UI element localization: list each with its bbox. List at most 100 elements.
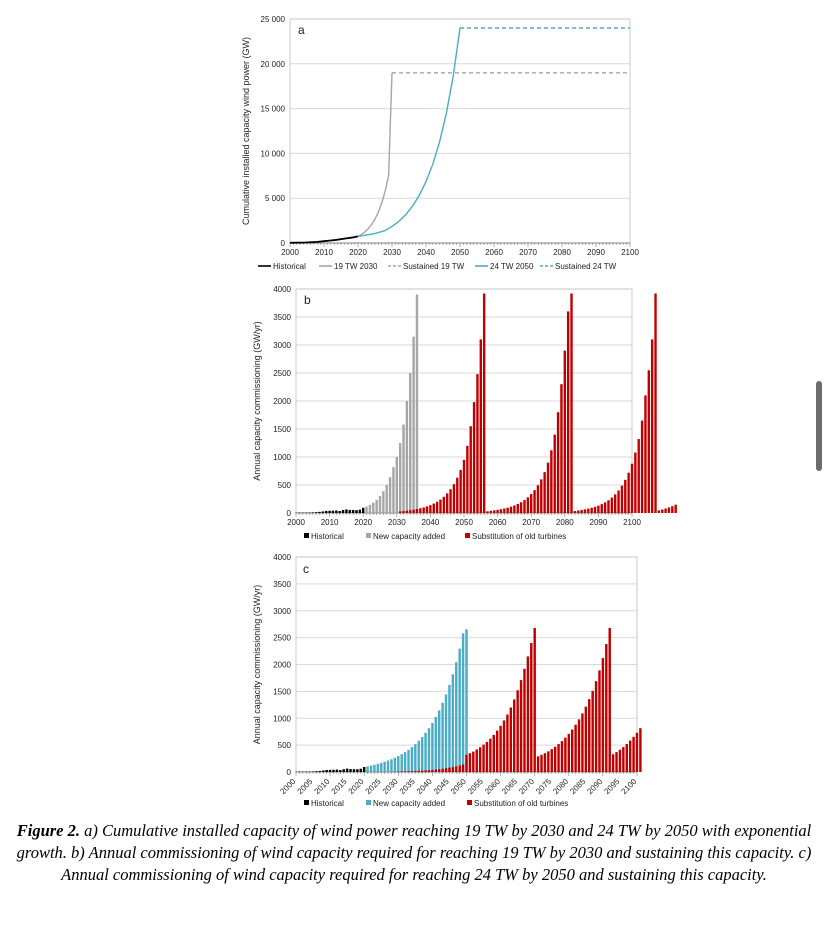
bar-substitution-of-old-turbines bbox=[543, 472, 546, 513]
bar-substitution-of-old-turbines bbox=[536, 756, 540, 772]
panel-letter: a bbox=[298, 23, 305, 37]
bar-historical bbox=[345, 509, 348, 513]
x-tick-label: 2090 bbox=[585, 777, 604, 796]
bar-substitution-of-old-turbines bbox=[622, 747, 625, 772]
bar-substitution-of-old-turbines bbox=[610, 497, 614, 513]
bar-substitution-of-old-turbines bbox=[644, 395, 647, 513]
x-tick-label: 2070 bbox=[517, 777, 536, 796]
bar-new-capacity-added bbox=[393, 757, 397, 772]
scrollbar-thumb[interactable] bbox=[816, 381, 822, 471]
bar-substitution-of-old-turbines bbox=[468, 753, 472, 772]
legend-swatch bbox=[366, 533, 371, 538]
bar-substitution-of-old-turbines bbox=[461, 764, 465, 772]
bar-substitution-of-old-turbines bbox=[452, 484, 456, 513]
legend-swatch bbox=[465, 533, 470, 538]
bar-substitution-of-old-turbines bbox=[472, 402, 476, 513]
bar-substitution-of-old-turbines bbox=[635, 732, 639, 772]
series-line-19-tw-2030 bbox=[357, 72, 393, 238]
bar-substitution-of-old-turbines bbox=[671, 506, 674, 513]
bar-substitution-of-old-turbines bbox=[661, 509, 664, 513]
x-tick-label: 2020 bbox=[347, 777, 366, 796]
x-tick-label: 2010 bbox=[315, 248, 333, 257]
bar-new-capacity-added bbox=[455, 662, 458, 772]
bar-substitution-of-old-turbines bbox=[536, 485, 540, 513]
chart-panel-a: 0 5 000 10 000 15 000 20 000 25 000 2000 2010 20… bbox=[241, 15, 639, 271]
x-tick-label: 2090 bbox=[587, 248, 605, 257]
bar-substitution-of-old-turbines bbox=[587, 508, 590, 513]
x-tick-label: 2005 bbox=[296, 777, 315, 796]
bar-historical bbox=[351, 510, 355, 513]
y-tick-label: 2000 bbox=[273, 397, 291, 406]
bar-historical bbox=[322, 770, 325, 772]
bar-substitution-of-old-turbines bbox=[425, 506, 429, 513]
bar-substitution-of-old-turbines bbox=[674, 504, 677, 513]
bar-new-capacity-added bbox=[392, 467, 395, 513]
bar-substitution-of-old-turbines bbox=[533, 490, 536, 513]
y-tick-label: 5 000 bbox=[265, 194, 286, 203]
bar-substitution-of-old-turbines bbox=[446, 493, 449, 513]
bar-new-capacity-added bbox=[378, 495, 382, 513]
series-line-historical bbox=[289, 235, 359, 244]
bar-substitution-of-old-turbines bbox=[614, 494, 617, 513]
bar-substitution-of-old-turbines bbox=[591, 690, 594, 772]
bar-substitution-of-old-turbines bbox=[435, 501, 439, 513]
bar-substitution-of-old-turbines bbox=[493, 510, 496, 513]
bar-substitution-of-old-turbines bbox=[560, 384, 563, 513]
bar-substitution-of-old-turbines bbox=[547, 751, 550, 772]
bar-historical bbox=[338, 510, 341, 513]
bar-new-capacity-added bbox=[444, 694, 448, 772]
bar-substitution-of-old-turbines bbox=[588, 699, 591, 772]
bar-substitution-of-old-turbines bbox=[594, 681, 598, 772]
x-tick-label: 2010 bbox=[313, 777, 332, 796]
bar-substitution-of-old-turbines bbox=[459, 469, 462, 513]
bar-substitution-of-old-turbines bbox=[519, 680, 523, 772]
bar-substitution-of-old-turbines bbox=[570, 293, 573, 513]
bar-new-capacity-added bbox=[458, 648, 461, 772]
bar-substitution-of-old-turbines bbox=[485, 741, 489, 772]
x-tick-label: 2040 bbox=[422, 518, 440, 527]
bar-substitution-of-old-turbines bbox=[618, 749, 622, 772]
x-tick-label: 2025 bbox=[364, 777, 383, 796]
y-tick-label: 4000 bbox=[273, 553, 291, 562]
bar-substitution-of-old-turbines bbox=[506, 714, 509, 772]
bar-substitution-of-old-turbines bbox=[637, 439, 640, 513]
chart-panel-c: 0500100015002000250030003500400020002005… bbox=[252, 553, 642, 808]
y-tick-label: 500 bbox=[278, 481, 292, 490]
x-tick-label: 2035 bbox=[398, 777, 417, 796]
bar-historical bbox=[335, 510, 338, 513]
x-tick-label: 2015 bbox=[330, 777, 349, 796]
x-tick-label: 2095 bbox=[602, 777, 621, 796]
bar-substitution-of-old-turbines bbox=[611, 754, 615, 772]
bar-substitution-of-old-turbines bbox=[448, 767, 451, 772]
x-tick-label: 2045 bbox=[432, 777, 451, 796]
bar-historical bbox=[331, 510, 335, 513]
bar-new-capacity-added bbox=[412, 336, 415, 513]
legend-label: New capacity added bbox=[373, 532, 445, 541]
x-tick-label: 2085 bbox=[568, 777, 587, 796]
y-tick-label: 0 bbox=[287, 509, 292, 518]
y-tick-label: 2000 bbox=[273, 661, 291, 670]
bar-substitution-of-old-turbines bbox=[634, 452, 637, 513]
bar-new-capacity-added bbox=[414, 744, 417, 772]
series-line-24-tw-2050 bbox=[357, 27, 461, 238]
bar-new-capacity-added bbox=[382, 491, 385, 513]
y-axis-label: Annual capacity commissioning (GW/yr) bbox=[252, 321, 262, 481]
bar-new-capacity-added bbox=[407, 749, 410, 772]
bar-new-capacity-added bbox=[434, 717, 438, 772]
legend-label: New capacity added bbox=[373, 799, 445, 808]
bar-new-capacity-added bbox=[409, 373, 412, 513]
bar-substitution-of-old-turbines bbox=[451, 767, 455, 772]
bar-substitution-of-old-turbines bbox=[434, 769, 438, 772]
bar-substitution-of-old-turbines bbox=[533, 627, 536, 772]
bar-new-capacity-added bbox=[438, 710, 441, 772]
bar-historical bbox=[332, 769, 335, 772]
panel-letter: b bbox=[304, 293, 311, 307]
bar-substitution-of-old-turbines bbox=[495, 730, 499, 772]
bar-substitution-of-old-turbines bbox=[489, 738, 492, 772]
bar-new-capacity-added bbox=[388, 477, 392, 513]
bar-substitution-of-old-turbines bbox=[427, 770, 431, 772]
bar-substitution-of-old-turbines bbox=[543, 753, 547, 772]
bar-substitution-of-old-turbines bbox=[438, 769, 441, 772]
bar-substitution-of-old-turbines bbox=[482, 293, 486, 513]
bar-substitution-of-old-turbines bbox=[409, 510, 412, 513]
